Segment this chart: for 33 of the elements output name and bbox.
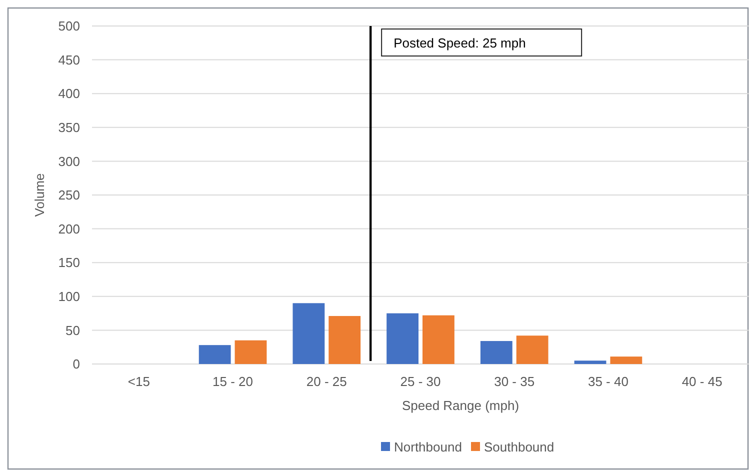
y-tick-label: 150 [58, 255, 80, 270]
y-tick-label: 250 [58, 188, 80, 203]
bar [328, 316, 361, 364]
x-tick-label: 30 - 35 [494, 374, 535, 389]
x-tick-label: 35 - 40 [588, 374, 628, 389]
y-tick-label: 450 [58, 52, 80, 68]
bar [574, 360, 606, 364]
x-tick-label: 15 - 20 [212, 374, 254, 389]
y-tick-label: 200 [58, 221, 80, 236]
y-tick-label: 0 [72, 356, 80, 372]
legend-label: Southbound [484, 440, 554, 455]
y-axis-title: Volume [32, 173, 47, 217]
y-tick-label: 350 [58, 120, 80, 135]
bar [422, 315, 454, 364]
x-tick-label: 20 - 25 [306, 374, 347, 389]
legend-label: Northbound [394, 440, 462, 455]
y-tick-label: 500 [58, 18, 80, 34]
bar [516, 336, 548, 364]
bar [198, 345, 231, 364]
y-tick-label: 50 [66, 322, 80, 338]
bar [234, 340, 267, 364]
bar [292, 303, 325, 364]
bar [610, 356, 642, 364]
bar [386, 313, 418, 364]
x-tick-label: <15 [128, 374, 150, 389]
x-tick-label: 25 - 30 [400, 374, 441, 389]
ref-line-label: Posted Speed: 25 mph [394, 36, 526, 51]
y-tick-label: 300 [58, 154, 80, 169]
bar [480, 341, 512, 364]
y-tick-label: 100 [58, 288, 80, 304]
x-tick-label: 40 - 45 [682, 374, 722, 389]
x-axis-title: Speed Range (mph) [402, 398, 520, 413]
y-tick-label: 400 [58, 86, 80, 102]
